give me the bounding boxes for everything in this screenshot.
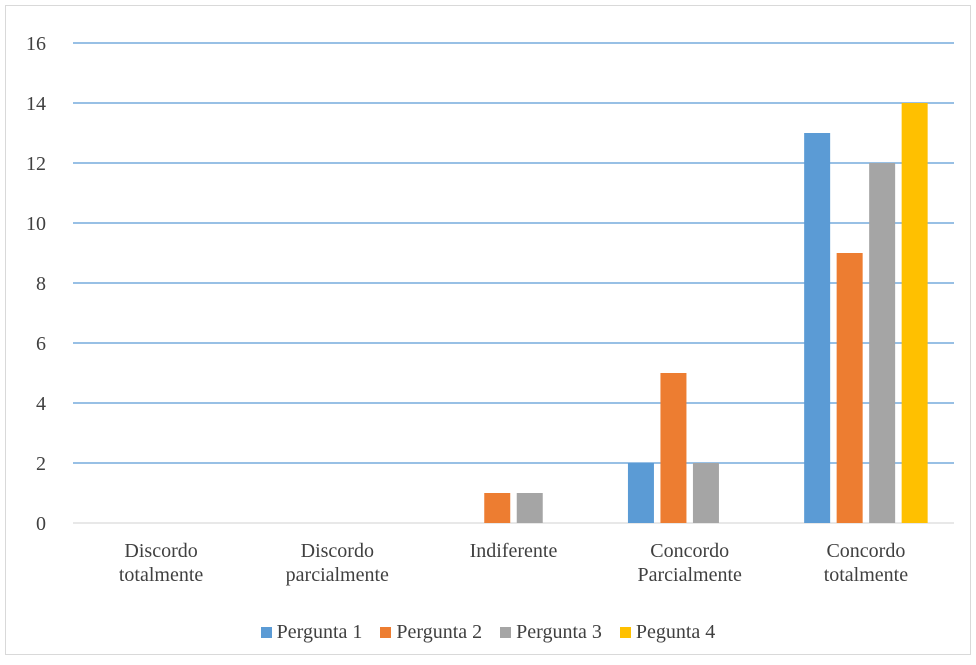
y-tick-label: 16 [26, 33, 46, 55]
legend: Pergunta 1 Pergunta 2 Pergunta 3 Pegunta 4 [6, 621, 970, 644]
y-tick-label: 4 [36, 393, 46, 415]
bar [901, 103, 928, 523]
bar [627, 463, 654, 523]
x-tick-label: Discordo [124, 540, 197, 562]
x-tick-label: Concordo [826, 540, 905, 562]
chart-frame: 0 2 4 6 8 10 12 14 16 Discordo totalmente Discordo p… [5, 5, 971, 655]
bar [869, 163, 896, 523]
bar [836, 253, 863, 523]
bar [660, 373, 687, 523]
legend-swatch [380, 627, 392, 638]
legend-swatch [500, 627, 512, 638]
legend-label: Pergunta 2 [396, 621, 483, 643]
y-tick-label: 8 [36, 273, 46, 295]
legend-label: Pergunta 1 [276, 621, 363, 643]
x-tick-label: Discordo [301, 540, 374, 562]
legend-item: Pegunta 4 [619, 621, 716, 644]
bar [516, 493, 543, 523]
legend-swatch [619, 627, 631, 638]
y-tick-label: 2 [36, 453, 46, 475]
bar [692, 463, 719, 523]
x-tick-label: parcialmente [286, 564, 389, 586]
x-tick-label: Concordo [650, 540, 729, 562]
legend-item: Pergunta 1 [260, 621, 363, 644]
x-tick-label: totalmente [824, 564, 909, 586]
bar-chart: 0246810121416DiscordototalmenteDiscordop… [26, 33, 954, 586]
bar [484, 493, 511, 523]
y-tick-label: 6 [36, 333, 46, 355]
bar [804, 133, 831, 523]
legend-item: Pergunta 3 [500, 621, 602, 644]
y-tick-label: 14 [26, 93, 46, 115]
legend-item: Pergunta 2 [380, 621, 482, 644]
x-tick-label: Parcialmente [637, 564, 742, 586]
x-tick-label: Indiferente [470, 540, 558, 562]
y-tick-label: 10 [26, 213, 46, 235]
legend-label: Pergunta 3 [516, 621, 602, 643]
legend-label: Pegunta 4 [635, 621, 716, 643]
legend-swatch [260, 627, 272, 638]
x-tick-label: totalmente [119, 564, 204, 586]
y-tick-label: 12 [26, 153, 46, 175]
y-tick-label: 0 [36, 513, 46, 535]
